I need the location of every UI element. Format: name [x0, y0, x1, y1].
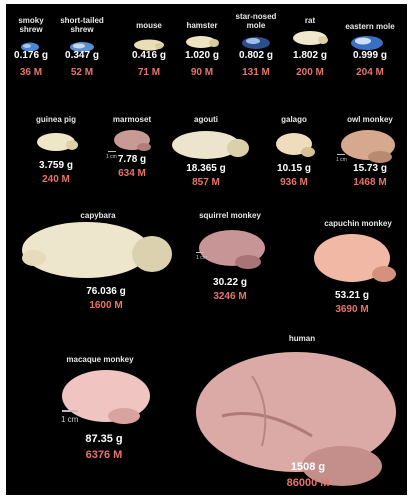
species-mass: 87.35 g	[72, 433, 136, 445]
species-capybara-values: 76.036 g 1600 M	[76, 286, 136, 311]
species-neurons: 857 M	[174, 177, 238, 188]
species-capuchin-monkey: capuchin monkey	[314, 219, 402, 228]
species-human-values: 1508 g 86000 M	[274, 461, 342, 489]
species-neurons: 86000 M	[274, 477, 342, 489]
species-mass: 7.78 g	[106, 154, 158, 165]
species-name: agouti	[174, 115, 238, 124]
species-name: guinea pig	[28, 115, 84, 124]
species-mass: 0.416 g	[122, 50, 176, 61]
species-neurons: 71 M	[122, 67, 176, 78]
scale-label-macaque: 1 cm	[61, 415, 78, 424]
species-neurons: 131 M	[230, 67, 282, 78]
species-neurons: 1600 M	[76, 300, 136, 311]
species-name: rat	[286, 16, 334, 25]
species-mass: 0.347 g	[56, 50, 108, 61]
species-smoky-shrew: smoky shrew 0.176 g 36 M	[6, 16, 56, 78]
species-mass: 0.999 g	[340, 50, 400, 61]
species-name: macaque monkey	[58, 355, 142, 364]
species-eastern-mole: eastern mole 0.999 g 204 M	[340, 22, 400, 78]
species-neurons: 3246 M	[188, 291, 272, 302]
species-name: owl monkey	[338, 115, 402, 124]
species-mass: 1508 g	[274, 461, 342, 473]
species-neurons: 52 M	[56, 67, 108, 78]
species-guinea-pig: guinea pig 3.759 g 240 M	[28, 115, 84, 185]
species-capuchin-values: 53.21 g 3690 M	[324, 290, 380, 315]
species-neurons: 936 M	[266, 177, 322, 188]
species-mass: 30.22 g	[188, 277, 272, 288]
species-star-nosed-mole: star-nosed mole 0.802 g 131 M	[230, 12, 282, 78]
species-mass: 0.802 g	[230, 50, 282, 61]
scale-bar-macaque	[62, 410, 78, 412]
species-name: mouse	[122, 21, 176, 30]
species-name: eastern mole	[340, 22, 400, 31]
species-hamster: hamster 1.020 g 90 M	[178, 21, 226, 78]
species-mass: 0.176 g	[6, 50, 56, 61]
capybara-brain	[14, 212, 176, 286]
species-name: hamster	[178, 21, 226, 30]
species-mass: 1.020 g	[178, 50, 226, 61]
species-name: short-tailed shrew	[56, 16, 108, 34]
species-name: marmoset	[106, 115, 158, 124]
species-mass: 3.759 g	[28, 160, 84, 171]
species-agouti: agouti 18.365 g 857 M	[174, 115, 238, 188]
species-squirrel-monkey: squirrel monkey 30.22 g 3246 M	[188, 211, 272, 302]
species-neurons: 204 M	[340, 67, 400, 78]
species-neurons: 240 M	[28, 174, 84, 185]
species-galago: galago 10.15 g 936 M	[266, 115, 322, 188]
species-mass: 1.802 g	[286, 50, 334, 61]
species-mass: 18.365 g	[174, 163, 238, 174]
species-human: human	[278, 334, 326, 343]
species-rat: rat 1.802 g 200 M	[286, 16, 334, 78]
species-neurons: 3690 M	[324, 304, 380, 315]
species-mass: 76.036 g	[76, 286, 136, 297]
species-macaque-values: 87.35 g 6376 M	[72, 433, 136, 461]
species-neurons: 1468 M	[338, 177, 402, 188]
species-neurons: 200 M	[286, 67, 334, 78]
species-capybara: capybara	[70, 211, 126, 220]
species-name: capuchin monkey	[314, 219, 402, 228]
species-neurons: 90 M	[178, 67, 226, 78]
capuchin-monkey-brain	[308, 230, 404, 290]
species-neurons: 6376 M	[72, 449, 136, 461]
species-owl-monkey: owl monkey 15.73 g 1468 M	[338, 115, 402, 188]
species-macaque-monkey: macaque monkey	[58, 355, 142, 364]
species-name: smoky shrew	[6, 16, 56, 34]
species-short-tailed-shrew: short-tailed shrew 0.347 g 52 M	[56, 16, 108, 78]
species-name: human	[278, 334, 326, 343]
species-mass: 10.15 g	[266, 163, 322, 174]
species-neurons: 36 M	[6, 67, 56, 78]
species-marmoset: marmoset 7.78 g 634 M	[106, 115, 158, 179]
species-name: squirrel monkey	[188, 211, 272, 220]
species-mass: 15.73 g	[338, 163, 402, 174]
species-name: star-nosed mole	[230, 12, 282, 30]
species-mouse: mouse 0.416 g 71 M	[122, 21, 176, 78]
species-name: capybara	[70, 211, 126, 220]
species-neurons: 634 M	[106, 168, 158, 179]
brain-comparison-poster: 1 cm 1 cm 1 cm 1 cm smoky shrew 0.176 g …	[6, 4, 407, 495]
species-mass: 53.21 g	[324, 290, 380, 301]
species-name: galago	[266, 115, 322, 124]
